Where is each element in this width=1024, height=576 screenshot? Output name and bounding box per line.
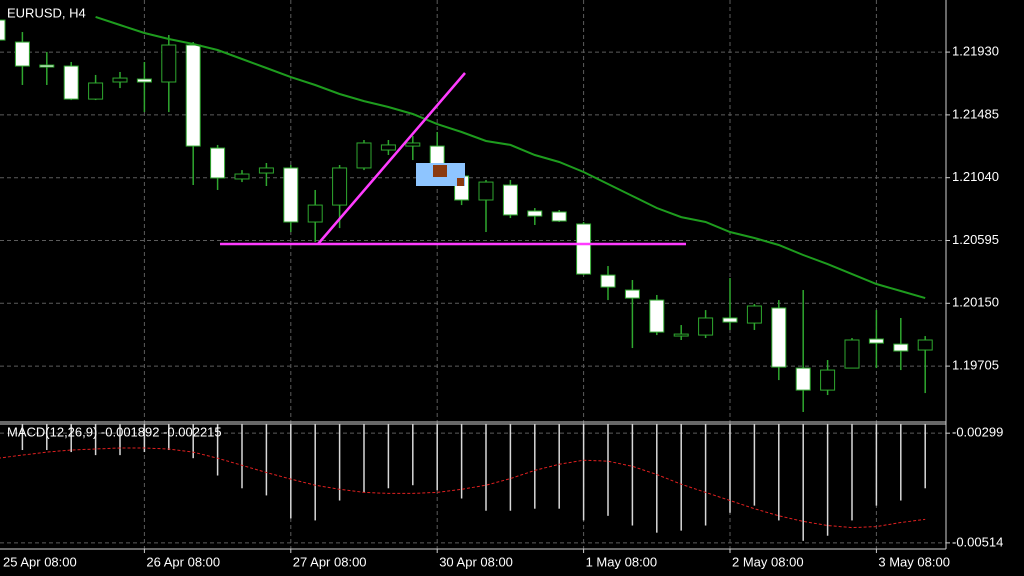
candle-body	[478, 181, 494, 201]
candle-body	[746, 305, 762, 324]
candle-body	[136, 78, 152, 83]
marker	[433, 165, 447, 177]
candle-body	[283, 167, 299, 223]
candle-body	[844, 339, 860, 369]
candle-body	[0, 19, 6, 41]
candle-body	[405, 142, 421, 147]
y-tick-label: -0.00514	[952, 534, 1003, 549]
candle-body	[576, 223, 592, 275]
axis-labels: 1.21930 1.21485 1.21040 1.20595 1.20150 1.197…	[3, 44, 1003, 570]
x-tick-label: 2 May 08:00	[732, 554, 804, 569]
candle-body	[649, 299, 665, 333]
candle-body	[112, 77, 128, 83]
y-tick-label: -0.00299	[952, 425, 1003, 440]
candle-body	[88, 82, 104, 100]
candle-body	[820, 369, 836, 391]
candle-body	[600, 274, 616, 288]
y-tick-label: 1.20595	[952, 232, 999, 247]
candle-body	[722, 317, 738, 323]
candle-body	[502, 184, 518, 216]
y-tick-label: 1.21040	[952, 169, 999, 184]
candle-body	[356, 142, 372, 169]
candle-body	[551, 211, 567, 222]
grid	[0, 0, 946, 549]
candle-body	[698, 317, 714, 336]
candle-body	[14, 41, 30, 67]
candle-body	[624, 289, 640, 299]
moving-average-line	[95, 15, 926, 300]
candle-body	[39, 64, 55, 68]
plot-area	[0, 15, 933, 541]
y-tick-label: 1.19705	[952, 358, 999, 373]
candle-body	[161, 44, 177, 83]
x-tick-label: 26 Apr 08:00	[146, 554, 220, 569]
candle-body	[332, 167, 348, 206]
candle-body	[527, 210, 543, 217]
candle-body	[893, 343, 909, 352]
candle-body	[771, 307, 787, 368]
candle-body	[258, 167, 274, 174]
x-tick-label: 27 Apr 08:00	[293, 554, 367, 569]
y-tick-label: 1.21930	[952, 44, 999, 59]
trend-line[interactable]	[317, 72, 466, 245]
indicator-title: MACD(12,26,9) -0.001892 -0.002215	[7, 424, 222, 439]
drawing-objects	[220, 72, 686, 246]
x-tick-label: 1 May 08:00	[586, 554, 658, 569]
candle-body	[210, 147, 226, 179]
candle-body	[307, 204, 323, 223]
candle-body	[63, 65, 79, 100]
candle-body	[868, 338, 884, 344]
x-tick-label: 30 Apr 08:00	[439, 554, 513, 569]
candle-body	[185, 44, 201, 147]
candle-body	[673, 333, 689, 337]
marker	[457, 178, 464, 186]
candle-body	[380, 144, 396, 151]
candle-body	[917, 339, 933, 351]
y-tick-label: 1.20150	[952, 295, 999, 310]
x-tick-label: 25 Apr 08:00	[3, 554, 77, 569]
candle-body	[795, 367, 811, 391]
signal-line	[0, 447, 926, 529]
candle-body	[234, 173, 250, 180]
x-tick-label: 3 May 08:00	[878, 554, 950, 569]
chart-title: EURUSD, H4	[7, 5, 86, 20]
y-tick-label: 1.21485	[952, 106, 999, 121]
